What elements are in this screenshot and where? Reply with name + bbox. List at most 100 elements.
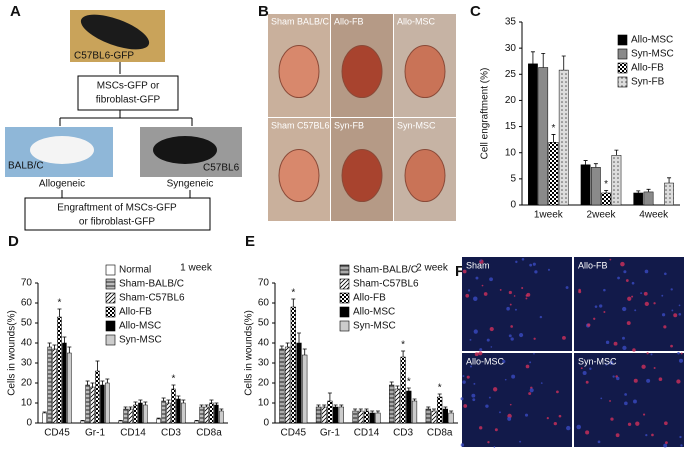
cell-signal	[609, 361, 614, 365]
arrow	[59, 110, 193, 126]
legend-swatch	[105, 292, 116, 304]
cell-signal	[653, 367, 656, 370]
cell-signal	[513, 295, 516, 297]
bar	[105, 382, 110, 424]
cell-signal	[663, 443, 668, 448]
error-bar	[583, 160, 588, 165]
cell-signal	[646, 352, 649, 355]
cell-signal	[658, 377, 663, 382]
cell-signal	[585, 380, 589, 384]
cell-signal	[462, 380, 466, 384]
wound	[404, 149, 446, 202]
cell-signal	[533, 352, 535, 355]
cell-signal	[469, 365, 473, 368]
photo-label: Syn-MSC	[397, 120, 436, 130]
cell-signal	[472, 398, 476, 402]
bar	[321, 406, 327, 424]
legend-swatch	[339, 292, 350, 304]
bar	[67, 352, 72, 424]
cell-signal	[540, 382, 543, 384]
cell-signal	[631, 281, 635, 285]
bar	[95, 370, 100, 424]
error-bar	[123, 406, 128, 409]
cell-signal	[620, 261, 625, 267]
cell-signal	[664, 421, 668, 426]
cell-signal	[529, 361, 532, 364]
bar	[176, 398, 181, 424]
cell-signal	[460, 443, 465, 447]
cell-signal	[504, 378, 507, 381]
error-bar	[279, 345, 284, 349]
cell-signal	[510, 325, 513, 328]
error-bar	[133, 401, 138, 405]
cell-signal	[521, 257, 525, 261]
cell-signal	[622, 345, 627, 351]
wound	[278, 149, 320, 202]
cell-signal	[633, 378, 638, 383]
bar	[664, 182, 674, 206]
arrow	[61, 190, 191, 198]
bar	[290, 306, 296, 424]
x-tick-label: CD14	[354, 428, 380, 439]
photo-label: Allo-FB	[334, 16, 364, 26]
significance: *	[604, 179, 608, 190]
bar	[538, 67, 549, 206]
error-bar	[128, 406, 133, 409]
bar	[80, 420, 85, 424]
error-bar	[551, 134, 556, 143]
y-tick-label: 20	[21, 378, 33, 389]
legend-label: Allo-FB	[119, 307, 152, 318]
y-tick-label: 50	[258, 318, 270, 329]
bar	[389, 384, 395, 424]
diagram: A C57BL6-GFP MSCs-GFP or fibroblast-GFP …	[5, 3, 242, 231]
legend-swatch	[339, 264, 350, 276]
y-tick-label: 20	[505, 95, 517, 106]
micrograph-grid: Sham Allo-FB Allo-MSC Syn-MSC	[460, 257, 684, 448]
micrograph	[574, 257, 684, 351]
cell-signal	[466, 375, 470, 379]
legend-swatch	[105, 334, 116, 346]
x-tick-label: CD3	[393, 428, 413, 439]
result-text: or fibroblast-GFP	[79, 217, 155, 228]
bar	[558, 69, 569, 206]
bar	[118, 420, 123, 424]
note: 1 week	[180, 263, 213, 274]
bar	[296, 342, 302, 424]
cell-signal	[471, 393, 476, 398]
cell-signal	[521, 287, 524, 290]
bar	[128, 408, 133, 424]
cell-signal	[605, 363, 608, 366]
cell-signal	[616, 376, 620, 381]
bar	[156, 418, 161, 424]
cell-signal	[473, 296, 478, 301]
cell-signal	[462, 269, 467, 274]
cell-signal	[526, 292, 531, 297]
cell-signal	[589, 367, 592, 370]
cell-signal	[671, 309, 674, 312]
error-bar	[604, 189, 609, 193]
cell-signal	[462, 375, 465, 378]
photo-label: Allo-MSC	[397, 16, 436, 26]
cell-signal	[479, 426, 483, 430]
bar	[85, 384, 90, 424]
bar	[199, 406, 204, 424]
legend-swatch	[105, 278, 116, 290]
cell-signal	[677, 351, 680, 355]
error-bar	[364, 408, 369, 411]
cell-signal	[489, 326, 494, 332]
error-bar	[161, 397, 166, 401]
cell-signal	[509, 403, 512, 406]
wound	[341, 149, 383, 202]
cell-signal	[665, 441, 668, 445]
cell-signal	[644, 301, 649, 307]
bar	[219, 410, 224, 424]
panel-letter: B	[258, 3, 269, 20]
x-tick-label: Gr-1	[85, 428, 105, 439]
error-bar	[401, 350, 406, 357]
error-bar	[143, 401, 148, 405]
y-tick-label: 30	[21, 358, 33, 369]
y-tick-label: 60	[21, 298, 33, 309]
cell-signal	[580, 367, 583, 370]
error-bar	[219, 408, 224, 411]
bar	[633, 192, 644, 206]
